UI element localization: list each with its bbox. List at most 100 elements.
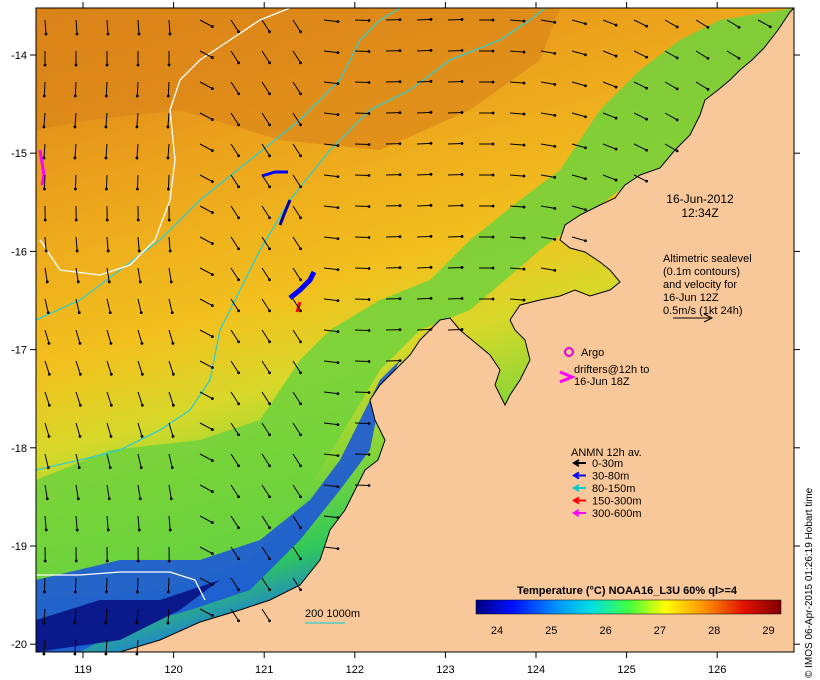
velocity-arrow	[633, 50, 647, 58]
velocity-arrow	[44, 453, 49, 468]
drifter-line: 16-Jun 18Z	[574, 376, 630, 388]
velocity-arrow	[447, 80, 463, 83]
velocity-arrow	[261, 205, 270, 219]
velocity-arrow	[447, 204, 463, 207]
velocity-arrow	[199, 205, 213, 214]
velocity-arrow	[74, 577, 77, 593]
velocity-arrow	[230, 515, 239, 529]
velocity-arrow	[261, 484, 270, 498]
velocity-arrow	[261, 391, 270, 405]
velocity-arrow	[292, 391, 301, 405]
altimetry-line: and velocity for	[663, 279, 737, 291]
colorbar-title: Temperature (°C) NOAA16_L3U 60% ql>=4	[517, 585, 738, 597]
velocity-arrow	[261, 143, 270, 157]
velocity-arrow	[199, 577, 213, 586]
x-tick-label: 119	[74, 664, 92, 676]
velocity-arrow	[323, 298, 338, 302]
velocity-arrow	[43, 608, 46, 623]
velocity-arrow	[695, 81, 709, 90]
velocity-arrow	[633, 174, 647, 182]
velocity-arrow	[74, 81, 77, 97]
velocity-arrow	[168, 484, 172, 499]
velocity-arrow	[230, 81, 239, 95]
altimetry-line: (0.1m contours)	[663, 266, 740, 278]
velocity-arrow	[106, 391, 112, 406]
y-tick-label: -17	[11, 345, 27, 357]
velocity-arrow	[167, 81, 170, 97]
velocity-arrow	[261, 236, 270, 250]
velocity-arrow	[199, 143, 213, 152]
anmn-title: ANMN 12h av.	[571, 447, 642, 459]
anmn-item-label: 80-150m	[592, 483, 635, 495]
velocity-arrow	[230, 577, 239, 591]
velocity-arrow	[136, 174, 139, 190]
velocity-arrow	[230, 205, 239, 219]
velocity-arrow	[261, 422, 270, 436]
velocity-arrow	[602, 81, 617, 88]
credit-box: © IMOS 06-Apr-2015 01:26:19 Hobart time	[804, 487, 815, 678]
velocity-arrow	[540, 19, 555, 23]
velocity-arrow	[44, 267, 48, 282]
velocity-arrow	[292, 81, 301, 95]
velocity-arrow	[199, 484, 213, 493]
velocity-arrow	[323, 515, 338, 519]
velocity-arrow	[261, 360, 270, 374]
velocity-arrow	[74, 112, 77, 127]
anmn-legend: ANMN 12h av. 0-30m30-80m80-150m150-300m3…	[571, 447, 642, 520]
velocity-arrow	[509, 19, 524, 22]
velocity-arrow	[261, 112, 270, 126]
altimetry-line: 16-Jun 12Z	[663, 292, 719, 304]
colorbar-tick-label: 29	[762, 625, 774, 637]
velocity-arrow	[416, 173, 432, 176]
velocity-arrow	[447, 142, 463, 145]
velocity-arrow	[323, 267, 338, 271]
velocity-arrow	[292, 267, 301, 281]
y-axis: -14 -15 -16 -17 -18 -19 -20	[11, 50, 800, 651]
velocity-arrow	[509, 174, 524, 177]
velocity-arrow	[292, 143, 301, 157]
velocity-arrow	[292, 422, 301, 436]
velocity-arrow	[199, 19, 213, 28]
velocity-arrow	[230, 112, 239, 126]
velocity-arrow	[167, 577, 170, 593]
velocity-arrow	[199, 112, 213, 121]
velocity-arrow	[168, 515, 171, 530]
velocity-arrow	[199, 329, 213, 338]
velocity-arrow	[757, 19, 771, 28]
velocity-arrow	[106, 360, 112, 375]
velocity-arrow	[664, 50, 678, 59]
velocity-arrow	[199, 422, 213, 431]
velocity-arrow	[75, 453, 80, 468]
y-tick-label: -19	[11, 541, 27, 553]
velocity-arrow	[416, 297, 432, 300]
velocity-arrow	[106, 267, 110, 282]
velocity-arrow	[106, 422, 112, 437]
velocity-arrow	[230, 267, 239, 281]
velocity-arrow	[136, 112, 139, 127]
velocity-arrow	[137, 19, 140, 35]
velocity-arrow	[106, 19, 109, 35]
velocity-arrow	[323, 360, 338, 364]
colorbar: Temperature (°C) NOAA16_L3U 60% ql>=4 24…	[475, 585, 782, 637]
velocity-arrow	[602, 143, 617, 150]
velocity-arrow	[167, 174, 170, 190]
colorbar-tick-label: 28	[708, 625, 720, 637]
velocity-arrow	[137, 360, 143, 375]
velocity-arrows	[42, 17, 772, 656]
x-tick-label: 120	[164, 664, 182, 676]
x-tick-label: 124	[527, 664, 545, 676]
velocity-arrow	[261, 329, 270, 343]
velocity-arrow	[44, 19, 47, 35]
velocity-arrow	[44, 422, 50, 437]
colorbar-tick-label: 25	[545, 625, 557, 637]
velocity-arrow	[447, 328, 463, 331]
velocity-arrow	[261, 608, 270, 622]
velocity-arrow	[137, 515, 140, 530]
colorbar-gradient	[475, 599, 782, 615]
velocity-arrow	[43, 174, 46, 190]
velocity-arrow	[664, 81, 678, 90]
altimetry-line: 0.5m/s (1kt 24h)	[663, 305, 742, 317]
velocity-arrow	[43, 112, 46, 127]
altimetry-line: Altimetric sealevel	[663, 253, 752, 265]
velocity-arrow	[230, 360, 239, 374]
